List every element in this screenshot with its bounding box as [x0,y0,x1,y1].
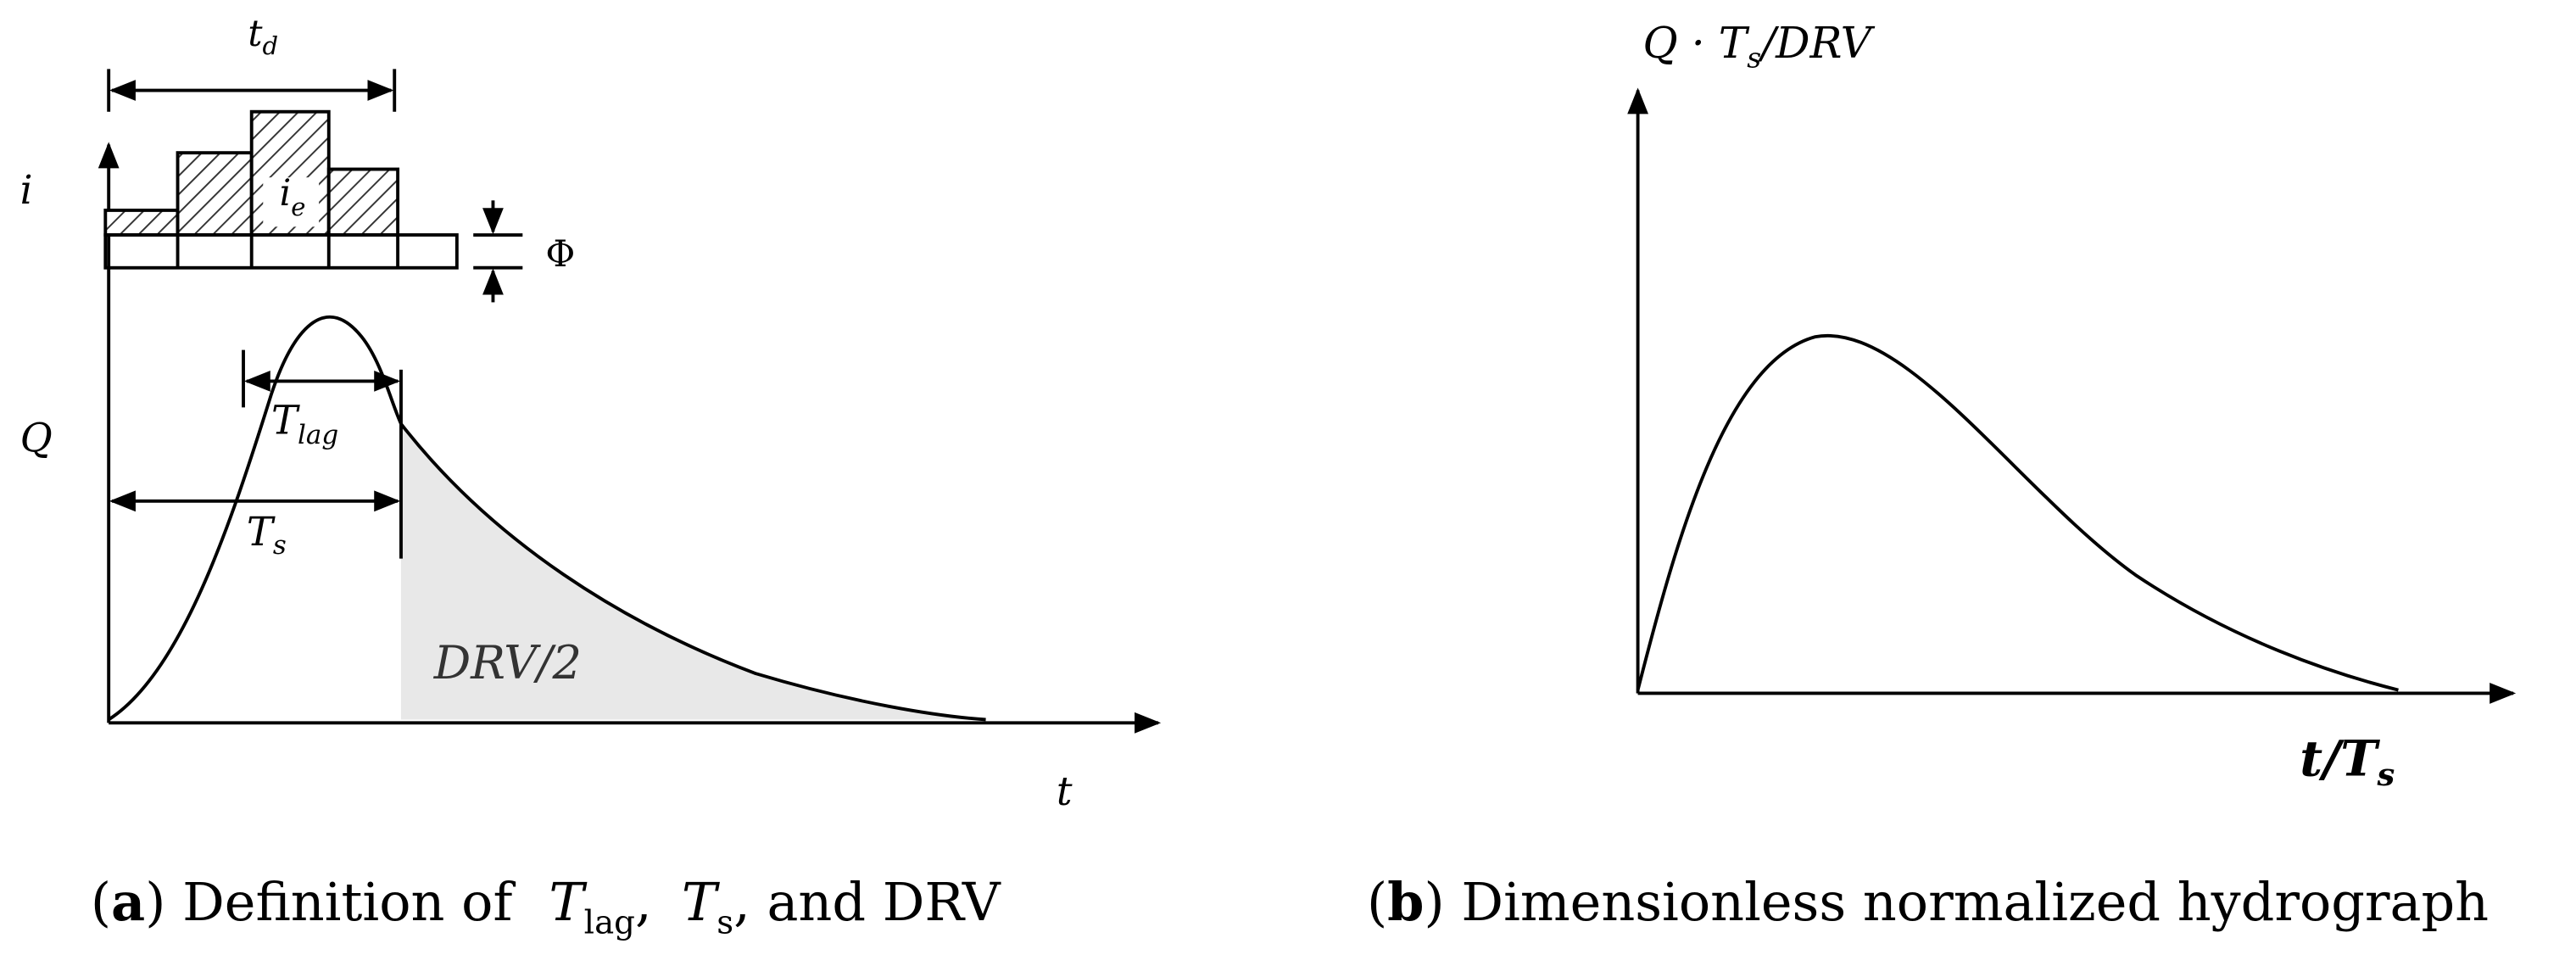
i-label: i [20,167,33,213]
tlag-label: Tlag [271,397,338,450]
caption-part: , [635,871,668,933]
ts-label: Ts [247,509,287,561]
caption-part: a [111,871,145,933]
label-part: s [2377,756,2395,793]
label-part: s [1747,41,1761,74]
caption-part: T [682,871,721,933]
q-label: Q [20,416,53,461]
normalized-hydrograph [1636,333,2399,692]
ie-main: i [280,172,292,215]
x-axis-label: t/Ts [2300,729,2395,793]
tlag-sub: lag [298,420,338,450]
td-sub: d [263,31,279,60]
caption-part: lag [584,903,635,941]
panel-a: td Φ i ie Q Tlag Ts DRV/2 t (a) Definiti… [20,13,1162,941]
y-axis-label: Q · Ts/DRV [1642,18,1875,75]
ts-main: T [247,509,276,555]
caption-b: (b) Dimensionless normalized hydrograph [1367,871,2489,933]
tlag-main: T [271,397,300,443]
ie-sub: e [291,193,305,221]
panel-b: Q · Ts/DRV t/Ts (b) Dimensionless normal… [1367,18,2517,933]
caption-part: ) Dimensionless normalized hydrograph [1425,871,2490,933]
caption-part: ( [1367,871,1387,933]
t-label: t [1057,768,1073,814]
label-part: /DRV [1757,18,1875,68]
phi-label: Φ [545,233,575,276]
ts-sub: s [273,530,287,561]
label-part: t/T [2300,729,2380,787]
drv-label: DRV/2 [433,636,582,690]
caption-part: ) Definition of [145,871,529,933]
hyetograph [103,109,459,270]
drv-area [400,423,986,720]
hydrograph [108,315,986,722]
ie-label: ie [280,172,306,221]
td-label: td [248,13,278,60]
caption-a: (a) Definition of Tlag, Ts, and DRV [91,871,1001,941]
caption-part: b [1387,871,1424,933]
caption-part: T [549,871,588,933]
label-part: Q · T [1642,18,1749,68]
td-main: t [248,13,263,55]
caption-part: s [716,903,733,941]
caption-part: ( [91,871,111,933]
caption-part: , and DRV [733,871,1001,933]
